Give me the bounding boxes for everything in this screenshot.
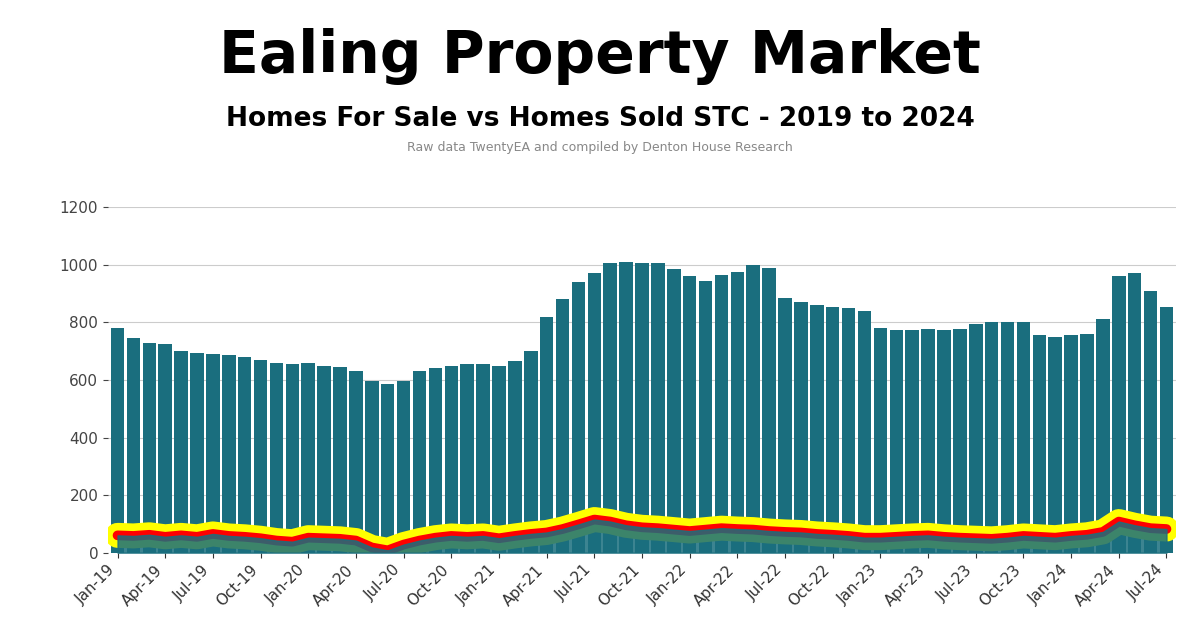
Bar	[1001, 322, 1014, 553]
Bar	[191, 352, 204, 553]
Bar	[110, 328, 125, 553]
Bar	[889, 330, 904, 553]
Bar	[508, 361, 522, 553]
Bar	[254, 360, 268, 553]
Bar	[334, 367, 347, 553]
Bar	[652, 263, 665, 553]
Bar	[985, 322, 998, 553]
Bar	[953, 328, 967, 553]
Bar	[794, 302, 808, 553]
Bar	[286, 364, 299, 553]
Bar	[619, 262, 632, 553]
Bar	[571, 282, 586, 553]
Bar	[1159, 306, 1174, 553]
Bar	[1064, 335, 1078, 553]
Bar	[444, 365, 458, 553]
Bar	[174, 351, 188, 553]
Bar	[238, 357, 252, 553]
Bar	[922, 328, 935, 553]
Bar	[428, 369, 442, 553]
Bar	[540, 317, 553, 553]
Bar	[143, 342, 156, 553]
Bar	[588, 273, 601, 553]
Bar	[1049, 337, 1062, 553]
Bar	[461, 364, 474, 553]
Bar	[826, 306, 840, 553]
Bar	[556, 300, 569, 553]
Bar	[698, 281, 713, 553]
Bar	[810, 305, 823, 553]
Bar	[1128, 273, 1141, 553]
Text: Homes For Sale vs Homes Sold STC - 2019 to 2024: Homes For Sale vs Homes Sold STC - 2019 …	[226, 106, 974, 132]
Bar	[380, 384, 395, 553]
Bar	[1112, 276, 1126, 553]
Bar	[937, 330, 950, 553]
Bar	[762, 268, 776, 553]
Bar	[317, 365, 331, 553]
Bar	[779, 298, 792, 553]
Text: Ealing Property Market: Ealing Property Market	[220, 28, 980, 85]
Bar	[874, 328, 887, 553]
Bar	[746, 265, 760, 553]
Bar	[365, 381, 378, 553]
Bar	[127, 338, 140, 553]
Bar	[667, 269, 680, 553]
Bar	[715, 275, 728, 553]
Bar	[1032, 335, 1046, 553]
Bar	[604, 263, 617, 553]
Bar	[731, 272, 744, 553]
Bar	[842, 308, 856, 553]
Bar	[968, 324, 983, 553]
Bar	[413, 371, 426, 553]
Bar	[524, 351, 538, 553]
Bar	[1144, 291, 1157, 553]
Bar	[635, 263, 649, 553]
Bar	[222, 355, 235, 553]
Bar	[906, 330, 919, 553]
Bar	[1080, 334, 1093, 553]
Bar	[397, 381, 410, 553]
Text: Raw data TwentyEA and compiled by Denton House Research: Raw data TwentyEA and compiled by Denton…	[407, 141, 793, 154]
Bar	[858, 311, 871, 553]
Bar	[349, 371, 362, 553]
Bar	[492, 365, 505, 553]
Bar	[476, 364, 490, 553]
Bar	[1096, 320, 1110, 553]
Bar	[301, 362, 316, 553]
Bar	[158, 344, 172, 553]
Bar	[1016, 322, 1030, 553]
Bar	[683, 276, 696, 553]
Bar	[270, 362, 283, 553]
Bar	[206, 354, 220, 553]
